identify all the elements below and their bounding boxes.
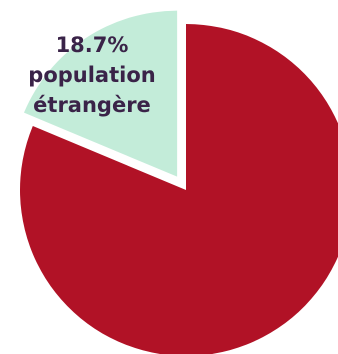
slice-labels: 18.7% population étrangère: [28, 33, 155, 117]
pie-slice-1: [20, 24, 338, 354]
pie-slice-0: [23, 10, 178, 177]
pie-slices: [20, 10, 338, 354]
slice-label-line: étrangère: [33, 93, 151, 117]
slice-label-0: 18.7% population étrangère: [28, 33, 155, 117]
slice-label-line: 18.7%: [56, 33, 129, 57]
slice-label-line: population: [28, 63, 155, 87]
